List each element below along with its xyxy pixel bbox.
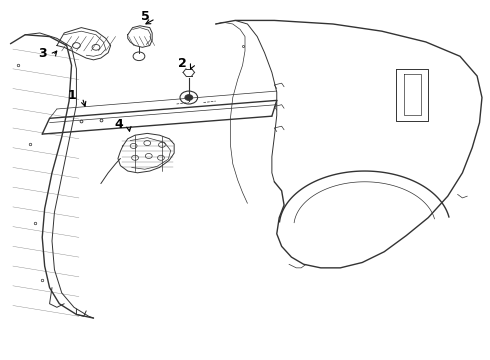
- Text: 5: 5: [141, 10, 150, 23]
- Circle shape: [185, 95, 193, 100]
- Text: 2: 2: [177, 57, 186, 70]
- Text: 1: 1: [68, 89, 76, 102]
- Text: 4: 4: [114, 118, 123, 131]
- Text: 3: 3: [39, 47, 47, 60]
